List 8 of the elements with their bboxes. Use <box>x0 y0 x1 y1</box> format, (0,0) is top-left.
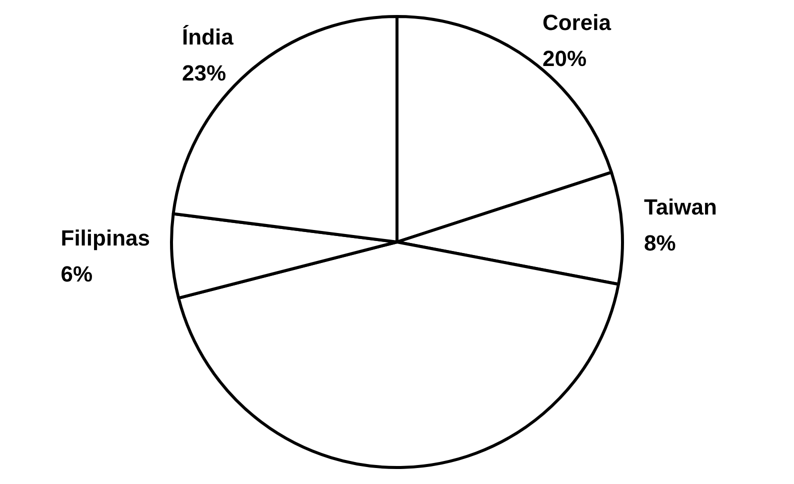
slice-label: Coreia <box>542 10 612 35</box>
slice-label: Índia <box>182 24 234 50</box>
slice-label: Filipinas <box>60 226 150 251</box>
data-label: 8% <box>644 230 676 256</box>
data-label: 20% <box>542 46 587 71</box>
data-label: 6% <box>60 262 93 287</box>
slice-label: Taiwan <box>644 194 717 220</box>
data-label: 23% <box>182 60 226 86</box>
